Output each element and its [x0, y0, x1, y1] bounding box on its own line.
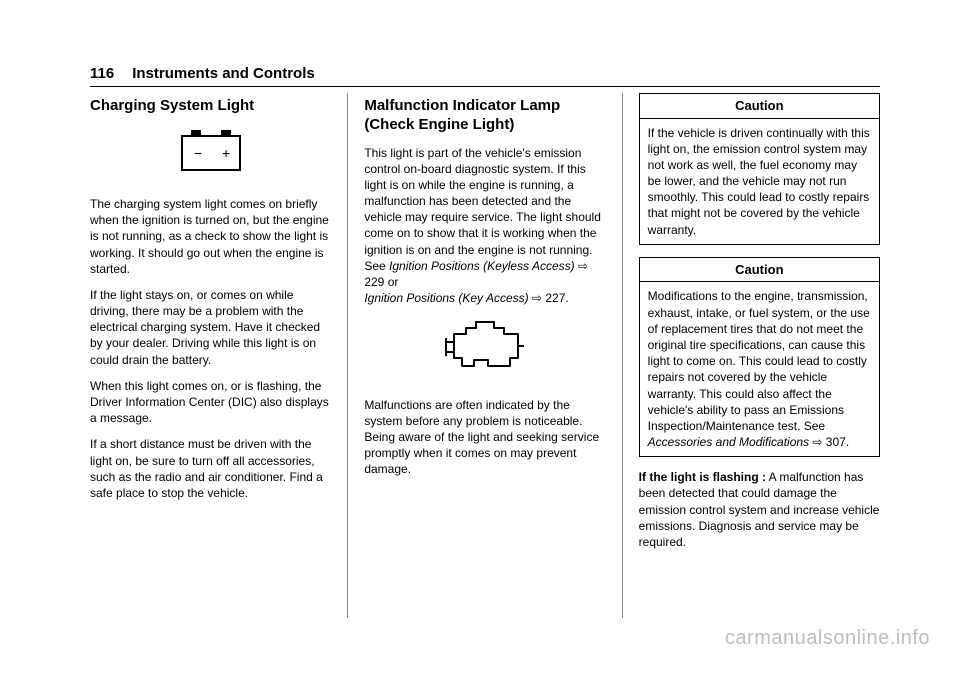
caution-1-title: Caution [640, 94, 879, 119]
column-1: Charging System Light − + The charging s… [90, 93, 347, 618]
mil-p1-text: This light is part of the vehicle's emis… [364, 146, 601, 273]
caution-2-title: Caution [640, 258, 879, 283]
engine-icon [440, 316, 530, 374]
charging-p4: If a short distance must be driven with … [90, 436, 331, 501]
caution-2-refpage: ⇨ 307. [809, 435, 849, 449]
mil-heading: Malfunction Indicator Lamp (Check Engine… [364, 97, 605, 135]
battery-icon-wrap: − + [90, 126, 331, 178]
manual-page: 116 Instruments and Controls Charging Sy… [90, 65, 880, 625]
svg-text:+: + [222, 145, 230, 161]
svg-text:−: − [194, 145, 202, 161]
section-title: Instruments and Controls [132, 65, 315, 82]
caution-2-body: Modifications to the engine, transmissio… [640, 282, 879, 456]
mil-p1: This light is part of the vehicle's emis… [364, 145, 605, 307]
ref-keyaccess-page: ⇨ 227. [529, 291, 569, 305]
ref-keyaccess: Ignition Positions (Key Access) [364, 291, 528, 305]
ref-keyless: Ignition Positions (Keyless Access) [389, 259, 575, 273]
caution-2-ref: Accessories and Modifications [648, 435, 809, 449]
mil-or: or [384, 275, 398, 289]
engine-icon-wrap [364, 316, 605, 378]
charging-p1: The charging system light comes on brief… [90, 196, 331, 277]
charging-light-heading: Charging System Light [90, 97, 331, 116]
battery-icon: − + [176, 126, 246, 174]
content-columns: Charging System Light − + The charging s… [90, 93, 880, 618]
column-2: Malfunction Indicator Lamp (Check Engine… [347, 93, 622, 618]
page-header: 116 Instruments and Controls [90, 65, 880, 87]
caution-box-2: Caution Modifications to the engine, tra… [639, 257, 880, 457]
flashing-label: If the light is flashing : [639, 470, 766, 484]
charging-p2: If the light stays on, or comes on while… [90, 287, 331, 368]
charging-p3: When this light comes on, or is flashing… [90, 378, 331, 427]
flashing-paragraph: If the light is flashing : A malfunction… [639, 469, 880, 550]
mil-p2: Malfunctions are often indicated by the … [364, 397, 605, 478]
caution-1-body: If the vehicle is driven continually wit… [640, 119, 879, 244]
watermark: carmanualsonline.info [725, 627, 930, 650]
column-3: Caution If the vehicle is driven continu… [623, 93, 880, 618]
caution-2-text: Modifications to the engine, transmissio… [648, 289, 870, 433]
caution-box-1: Caution If the vehicle is driven continu… [639, 93, 880, 245]
page-number: 116 [90, 65, 114, 82]
